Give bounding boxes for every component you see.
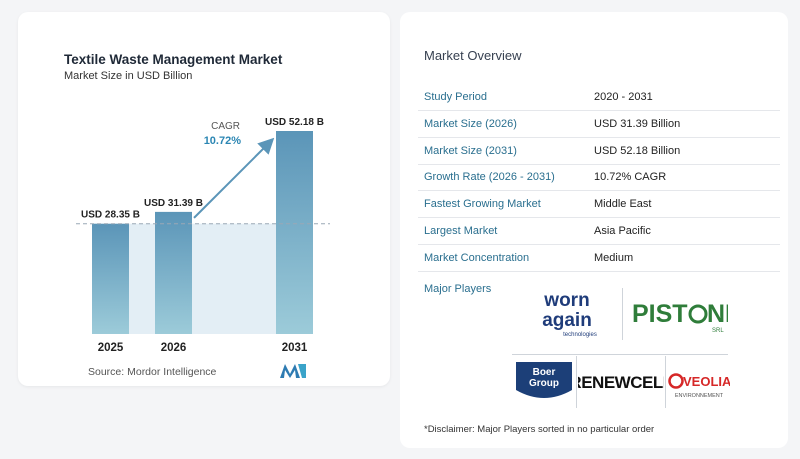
pistoni-o-icon [688,304,708,324]
worn-again-logo-line2: again [542,310,592,331]
overview-value: 2020 - 2031 [594,91,653,103]
veolia-logo: VEOLIA ENVIRONNEMENT [668,373,730,399]
overview-row: Fastest Growing Market Middle East [418,191,780,218]
boer-group-logo-line1: Boer [533,367,556,378]
overview-value: 10.72% CAGR [594,171,667,183]
veolia-logo-text: VEOLIA [683,374,730,389]
pistoni-logo-text2: NI [707,300,728,328]
logo-divider [622,288,623,340]
boer-group-logo-line2: Group [529,378,559,389]
overview-title: Market Overview [424,48,522,63]
bar-2026 [155,211,192,334]
bar-chart: USD 28.35 B 2025 USD 31.39 B 2026 USD 52.18 … [76,117,330,354]
logo-divider [512,354,728,355]
overview-key: Market Concentration [424,252,530,264]
overview-value: Middle East [594,198,652,210]
logo-divider [576,356,577,408]
overview-key: Study Period [424,91,487,103]
cagr-value: 10.72% [204,135,242,147]
overview-row: Study Period 2020 - 2031 [418,84,780,111]
source-note: Source: Mordor Intelligence [88,366,217,378]
overview-value: USD 31.39 Billion [594,118,681,130]
pistoni-logo: PIST NI SRL [632,300,728,334]
overview-row: Market Concentration Medium [418,245,780,272]
overview-value: Medium [594,252,634,264]
bar-2031 [276,131,313,334]
x-tick-2026: 2026 [161,342,187,354]
bar-2025 [92,223,129,334]
data-label-2026: USD 31.39 B [144,198,203,209]
data-label-2031: USD 52.18 B [265,117,324,128]
veolia-logo-subtext: ENVIRONNEMENT [675,393,724,399]
overview-key: Market Size (2026) [424,118,517,130]
renewcell-logo-text: RENEWCELL [578,373,664,392]
overview-row: Growth Rate (2026 - 2031) 10.72% CAGR [418,164,780,191]
major-players-label: Major Players [424,283,492,295]
worn-again-logo-line1: worn [543,290,589,311]
disclaimer: *Disclaimer: Major Players sorted in no … [424,424,655,435]
pistoni-logo-text3: SRL [712,328,724,334]
renewcell-logo: RENEWCELL [578,373,664,392]
veolia-o-icon [668,373,684,389]
overview-value: Asia Pacific [594,225,651,237]
overview-key: Fastest Growing Market [424,198,541,210]
overview-key: Largest Market [424,225,498,237]
overview-panel [400,12,788,448]
overview-value: USD 52.18 Billion [594,145,681,157]
logo-divider [665,356,666,408]
baseline-area [129,223,276,334]
x-tick-2031: 2031 [282,342,308,354]
overview-key: Growth Rate (2026 - 2031) [424,171,555,183]
cagr-label: CAGR [211,121,240,132]
overview-row: Market Size (2031) USD 52.18 Billion [418,138,780,165]
worn-again-logo-line3: technologies [563,332,597,338]
overview-row: Largest Market Asia Pacific [418,218,780,245]
overview-key: Market Size (2031) [424,145,517,157]
boer-group-logo: Boer Group [516,362,572,398]
chart-title: Textile Waste Management Market [64,52,283,67]
pistoni-logo-text1: PIST [632,300,688,328]
x-tick-2025: 2025 [98,342,124,354]
mordor-logo-icon [280,364,306,378]
worn-again-logo: worn again technologies [542,290,597,338]
overview-row: Market Size (2026) USD 31.39 Billion [418,111,780,138]
data-label-2025: USD 28.35 B [81,210,140,221]
cagr-arrow [193,137,275,219]
chart-subtitle: Market Size in USD Billion [64,70,193,82]
